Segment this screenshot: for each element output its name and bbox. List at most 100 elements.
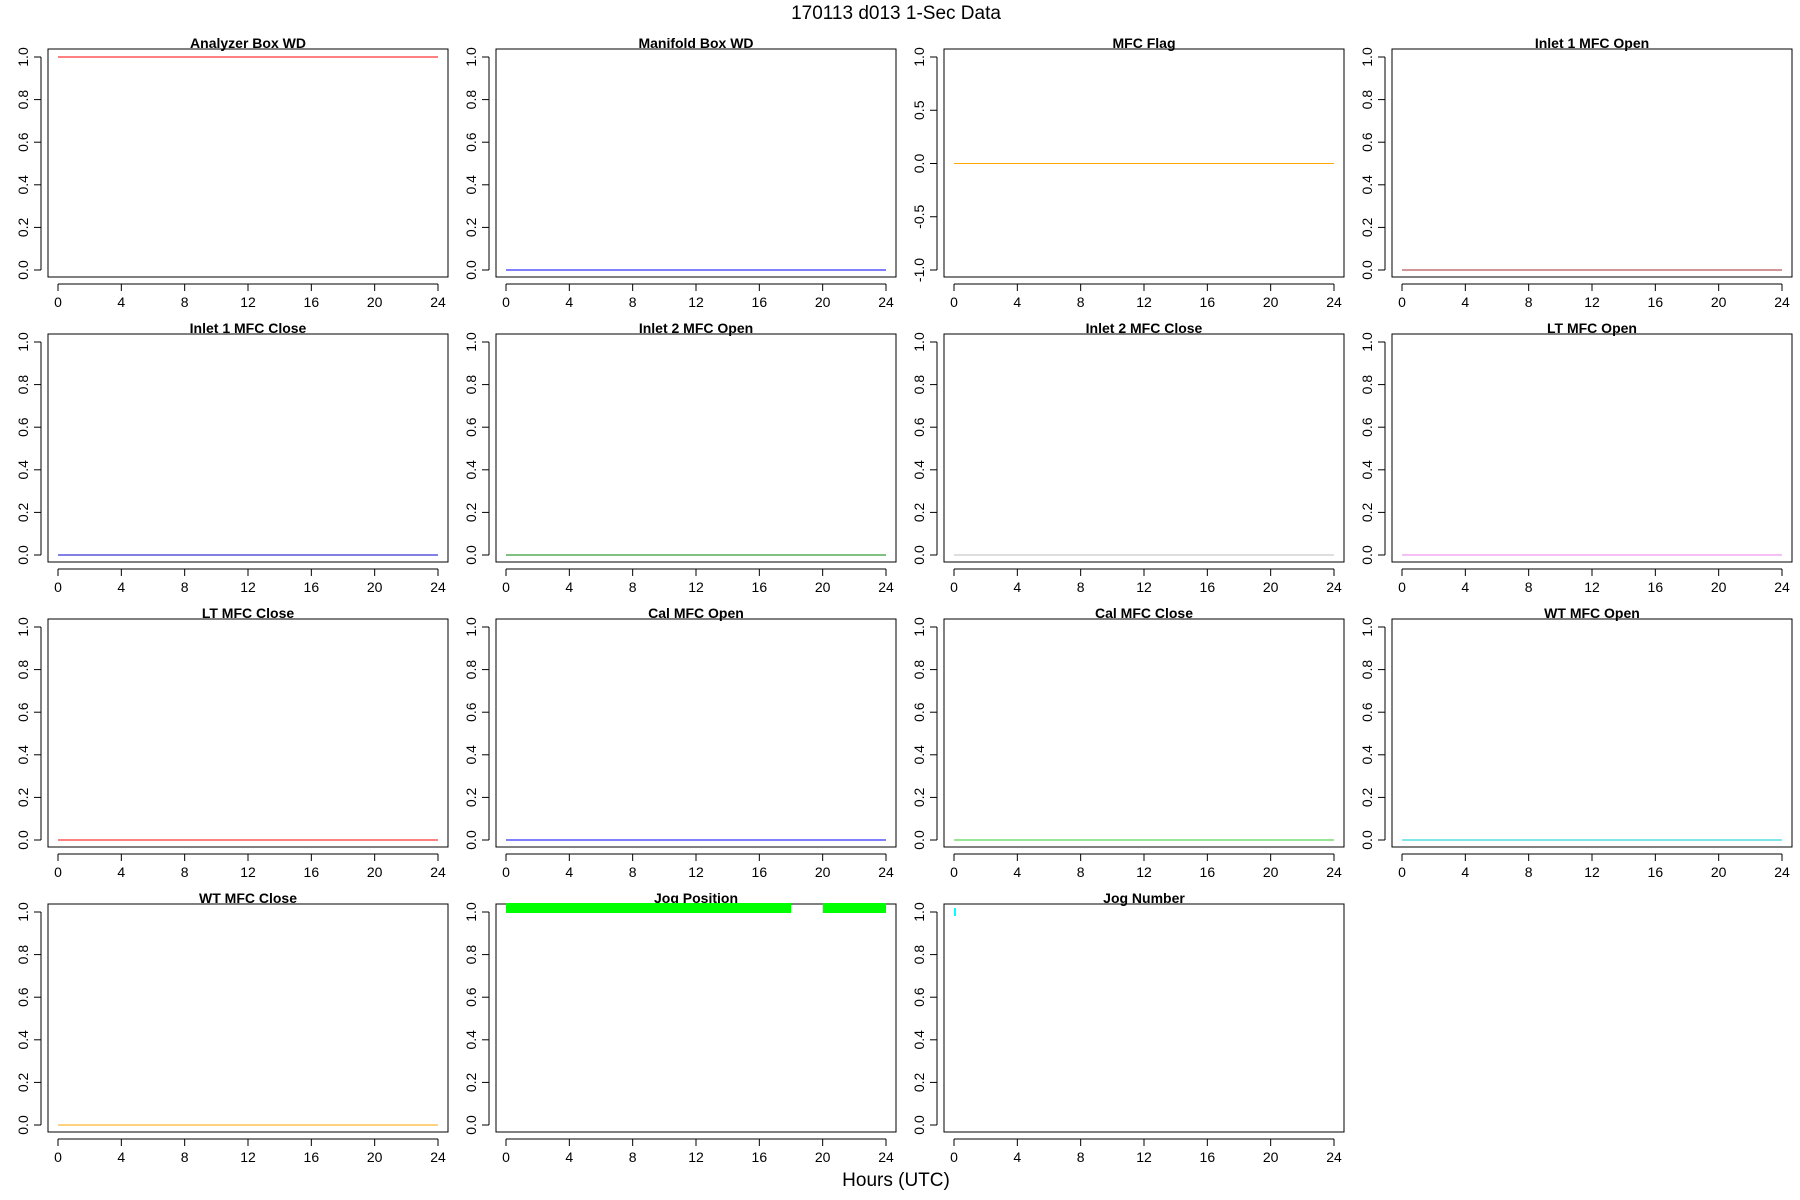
y-tick-label: 0.4 <box>463 745 479 765</box>
y-tick-label: 1.0 <box>911 47 927 67</box>
y-tick-label: 0.2 <box>463 217 479 237</box>
y-tick-label: 0.8 <box>15 90 31 110</box>
x-tick-label: 20 <box>815 579 831 595</box>
y-tick-label: 0.8 <box>15 375 31 395</box>
x-tick-label: 0 <box>502 579 510 595</box>
panel-lt-mfc-close: LT MFC Close 0 4 8 12 16 20 24 0.0 0.2 0.4 0.6 0.8 1.… <box>15 605 449 880</box>
x-tick-label: 8 <box>629 294 637 310</box>
x-tick-label: 8 <box>1077 579 1085 595</box>
y-tick-label: 0.0 <box>1359 260 1375 280</box>
panel-inlet-2-mfc-open: Inlet 2 MFC Open 0 4 8 12 16 20 24 0.0 0.2 0.4 0.6 0… <box>463 320 897 595</box>
x-tick-label: 24 <box>1774 579 1790 595</box>
x-tick-label: 16 <box>304 1149 320 1165</box>
y-tick-label: 0.0 <box>1359 545 1375 565</box>
y-tick-label: 0.6 <box>15 132 31 152</box>
y-tick-label: 0.6 <box>1359 702 1375 722</box>
y-tick-label: 0.6 <box>463 987 479 1007</box>
panel-inlet-1-mfc-close: Inlet 1 MFC Close 0 4 8 12 16 20 24 0.0 0.2 0.4 0.6… <box>15 320 449 595</box>
x-tick-label: 0 <box>1398 579 1406 595</box>
plot-frame <box>943 903 1345 1133</box>
x-tick-label: 0 <box>502 294 510 310</box>
y-tick-label: 0.8 <box>911 375 927 395</box>
x-tick-label: 12 <box>240 1149 256 1165</box>
panel-title: WT MFC Open <box>1544 605 1640 621</box>
x-tick-label: 24 <box>430 864 446 880</box>
panel-title: Jog Position <box>654 890 738 906</box>
x-tick-label: 12 <box>1584 294 1600 310</box>
x-tick-label: 0 <box>54 294 62 310</box>
panel-title: LT MFC Open <box>1547 320 1637 336</box>
y-tick-label: 1.0 <box>463 332 479 352</box>
panel-cal-mfc-close: Cal MFC Close 0 4 8 12 16 20 24 0.0 0.2 0.4 0.6 0.8 1… <box>911 605 1345 880</box>
y-tick-label: 0.2 <box>15 1072 31 1092</box>
y-tick-label: 0.6 <box>463 417 479 437</box>
y-tick-label: 0.6 <box>463 702 479 722</box>
panel-jog-number: Jog Number 0 4 8 12 16 20 24 0.0 0.2 0.4 0.6 0.8 1.0 <box>911 890 1345 1165</box>
panel-analyzer-box-wd: Analyzer Box WD 0 4 8 12 16 20 24 0.0 0.2 0.4 0.6 0.… <box>15 35 449 310</box>
y-tick-label: 0.0 <box>911 1115 927 1135</box>
y-tick-label: 0.8 <box>1359 660 1375 680</box>
y-tick-label: 0.4 <box>15 460 31 480</box>
x-tick-label: 0 <box>502 864 510 880</box>
x-tick-label: 24 <box>1326 294 1342 310</box>
x-tick-label: 16 <box>304 864 320 880</box>
panel-jog-position: Jog Position 0 4 8 12 16 20 24 0.0 0.2 0.4 0.6 0.8 1.… <box>463 890 897 1165</box>
y-tick-label: 0.2 <box>1359 502 1375 522</box>
x-tick-label: 8 <box>1525 294 1533 310</box>
x-tick-label: 20 <box>1711 864 1727 880</box>
x-tick-label: 8 <box>181 864 189 880</box>
panel-title: Inlet 1 MFC Open <box>1535 35 1649 51</box>
y-tick-label: 0.4 <box>1359 745 1375 765</box>
x-tick-label: 0 <box>950 1149 958 1165</box>
y-tick-label: 0.2 <box>911 1072 927 1092</box>
x-tick-label: 24 <box>1774 294 1790 310</box>
y-tick-label: 0.2 <box>15 217 31 237</box>
x-tick-label: 0 <box>502 1149 510 1165</box>
y-tick-label: 0.8 <box>911 945 927 965</box>
x-tick-label: 8 <box>629 864 637 880</box>
x-tick-label: 20 <box>815 1149 831 1165</box>
y-tick-label: 0.8 <box>463 90 479 110</box>
panel-manifold-box-wd: Manifold Box WD 0 4 8 12 16 20 24 0.0 0.2 0.4 0.6 0.… <box>463 35 897 310</box>
panel-lt-mfc-open: LT MFC Open 0 4 8 12 16 20 24 0.0 0.2 0.4 0.6 0.8 1.0 <box>1359 320 1793 595</box>
panel-inlet-1-mfc-open: Inlet 1 MFC Open 0 4 8 12 16 20 24 0.0 0.2 0.4 0.6 0… <box>1359 35 1793 310</box>
y-tick-label: 0.5 <box>911 100 927 120</box>
x-tick-label: 24 <box>1774 864 1790 880</box>
y-tick-label: 1.0 <box>911 617 927 637</box>
y-tick-label: 0.0 <box>463 260 479 280</box>
x-tick-label: 24 <box>878 294 894 310</box>
y-tick-label: 0.4 <box>463 460 479 480</box>
panel-cal-mfc-open: Cal MFC Open 0 4 8 12 16 20 24 0.0 0.2 0.4 0.6 0.8 1.… <box>463 605 897 880</box>
plot-frame <box>47 333 449 563</box>
panel-title: Manifold Box WD <box>638 35 753 51</box>
x-tick-label: 4 <box>117 1149 125 1165</box>
y-tick-label: 0.0 <box>463 1115 479 1135</box>
x-tick-label: 0 <box>1398 294 1406 310</box>
x-tick-label: 24 <box>878 579 894 595</box>
y-tick-label: 0.0 <box>463 830 479 850</box>
y-tick-label: 0.0 <box>463 545 479 565</box>
plot-frame <box>47 903 449 1133</box>
y-tick-label: 0.8 <box>911 660 927 680</box>
y-tick-label: 0.8 <box>1359 375 1375 395</box>
x-tick-label: 20 <box>1711 294 1727 310</box>
y-tick-label: 0.0 <box>911 545 927 565</box>
y-tick-label: 0.2 <box>463 1072 479 1092</box>
panel-title: Analyzer Box WD <box>190 35 306 51</box>
y-tick-label: 0.2 <box>1359 217 1375 237</box>
x-tick-label: 12 <box>688 579 704 595</box>
y-tick-label: 0.2 <box>911 502 927 522</box>
x-tick-label: 16 <box>752 1149 768 1165</box>
x-tick-label: 12 <box>1584 864 1600 880</box>
y-tick-label: 0.6 <box>15 987 31 1007</box>
x-tick-label: 12 <box>688 864 704 880</box>
plot-frame <box>1391 333 1793 563</box>
y-tick-label: 0.8 <box>463 660 479 680</box>
y-tick-label: 0.0 <box>1359 830 1375 850</box>
x-tick-label: 16 <box>1200 294 1216 310</box>
plot-frame <box>943 48 1345 278</box>
y-tick-label: 1.0 <box>1359 617 1375 637</box>
x-tick-label: 20 <box>1263 294 1279 310</box>
x-tick-label: 8 <box>181 1149 189 1165</box>
y-tick-label: 1.0 <box>15 617 31 637</box>
